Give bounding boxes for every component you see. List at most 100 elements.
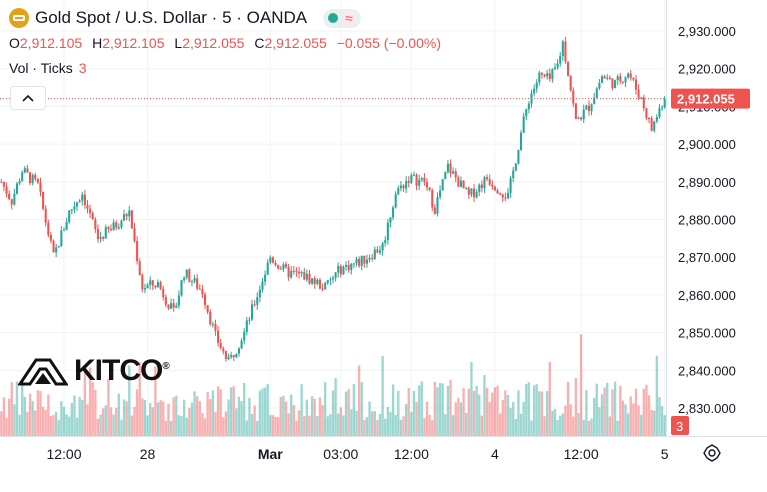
candle-body xyxy=(556,63,559,68)
candle-body xyxy=(282,264,285,270)
volume-bar xyxy=(107,378,110,436)
volume-bar xyxy=(485,387,489,436)
candle-body xyxy=(645,108,648,119)
candle-body xyxy=(86,205,89,209)
volume-bar xyxy=(412,390,416,436)
candle-body xyxy=(582,109,585,120)
candle-body xyxy=(154,285,157,288)
status-badge[interactable]: ≈ xyxy=(323,8,361,28)
candle-body xyxy=(62,229,66,231)
volume-bar xyxy=(616,420,619,436)
candle-body xyxy=(214,323,217,331)
candle-body xyxy=(162,288,165,298)
symbol-title[interactable]: Gold Spot / U.S. Dollar · 5 · OANDA xyxy=(35,8,308,27)
candle-body xyxy=(342,266,345,275)
x-tick-label: 03:00 xyxy=(323,446,358,462)
volume-bar xyxy=(407,388,410,436)
candle-body xyxy=(467,187,470,195)
volume-bar xyxy=(624,404,627,436)
candle-body xyxy=(386,222,389,240)
candle-body xyxy=(141,274,144,290)
x-tick-label: 28 xyxy=(140,446,156,462)
candle-body xyxy=(60,230,63,247)
candle-body xyxy=(149,280,152,285)
volume-bar xyxy=(263,387,267,436)
volume-bar xyxy=(250,413,254,436)
candle-body xyxy=(629,73,632,78)
volume-bar xyxy=(135,389,139,436)
volume-bar xyxy=(65,414,68,436)
volume-bar xyxy=(143,399,147,436)
candle-body xyxy=(397,188,400,195)
volume-bar xyxy=(219,389,222,436)
volume-bar xyxy=(310,396,314,436)
volume-bar xyxy=(253,405,256,436)
volume-bar xyxy=(334,378,337,436)
candle-body xyxy=(642,97,645,109)
volume-bar xyxy=(342,415,345,436)
candle-body xyxy=(431,190,434,208)
volume-bar xyxy=(188,407,191,436)
candle-body xyxy=(624,77,627,83)
candle-body xyxy=(49,235,52,241)
symbol-legend[interactable]: Gold Spot / U.S. Dollar · 5 · OANDA ≈ xyxy=(9,8,361,28)
close-label: C xyxy=(254,35,265,51)
candle-body xyxy=(44,208,47,223)
volume-bar xyxy=(378,413,382,436)
candle-body xyxy=(522,116,525,133)
volume-bar xyxy=(190,402,194,436)
candle-body xyxy=(269,257,272,263)
candle-body xyxy=(15,183,19,194)
volume-bar xyxy=(344,391,348,436)
collapse-legend-button[interactable] xyxy=(10,86,46,110)
candle-body xyxy=(55,247,58,253)
candle-body xyxy=(606,77,609,79)
volume-bar xyxy=(420,381,423,436)
candle-body xyxy=(535,82,538,89)
y-tick-label: 2,920.000 xyxy=(678,62,736,77)
volume-bar xyxy=(261,388,264,436)
candle-body xyxy=(501,194,504,198)
candle-body xyxy=(305,273,308,280)
candle-body xyxy=(175,305,178,308)
candle-body xyxy=(271,257,274,263)
volume-bar xyxy=(18,414,21,436)
candle-body xyxy=(585,105,588,110)
volume-bar xyxy=(352,384,356,436)
gear-icon[interactable] xyxy=(702,443,722,463)
volume-bar xyxy=(235,408,238,436)
volume-bar xyxy=(519,413,523,436)
candle-body xyxy=(164,297,167,305)
volume-bar xyxy=(522,401,525,436)
candle-body xyxy=(499,193,502,195)
candle-body xyxy=(577,117,580,119)
volume-bar xyxy=(169,420,173,436)
candle-body xyxy=(128,210,131,217)
candle-body xyxy=(572,90,575,104)
candle-body xyxy=(31,175,34,183)
candle-body xyxy=(441,179,444,191)
candle-body xyxy=(196,278,199,289)
candle-body xyxy=(593,97,596,105)
volume-bar xyxy=(274,416,277,436)
candle-body xyxy=(512,170,515,179)
candle-body xyxy=(493,186,496,191)
y-tick-label: 2,840.000 xyxy=(678,363,736,378)
volume-label[interactable]: Vol · Ticks xyxy=(9,60,73,76)
volume-bar xyxy=(130,415,134,436)
volume-legend[interactable]: Vol · Ticks 3 xyxy=(9,60,87,76)
candle-body xyxy=(203,294,207,305)
candle-body xyxy=(459,180,463,187)
volume-bar xyxy=(603,387,606,436)
candle-body xyxy=(324,282,327,290)
candle-body xyxy=(425,182,429,188)
volume-bar xyxy=(31,401,34,436)
candle-body xyxy=(483,177,486,189)
open-value: 2,912.105 xyxy=(19,35,83,51)
volume-bar xyxy=(634,388,638,436)
volume-bar xyxy=(483,374,486,436)
volume-bar xyxy=(545,391,549,436)
candle-body xyxy=(224,351,227,359)
